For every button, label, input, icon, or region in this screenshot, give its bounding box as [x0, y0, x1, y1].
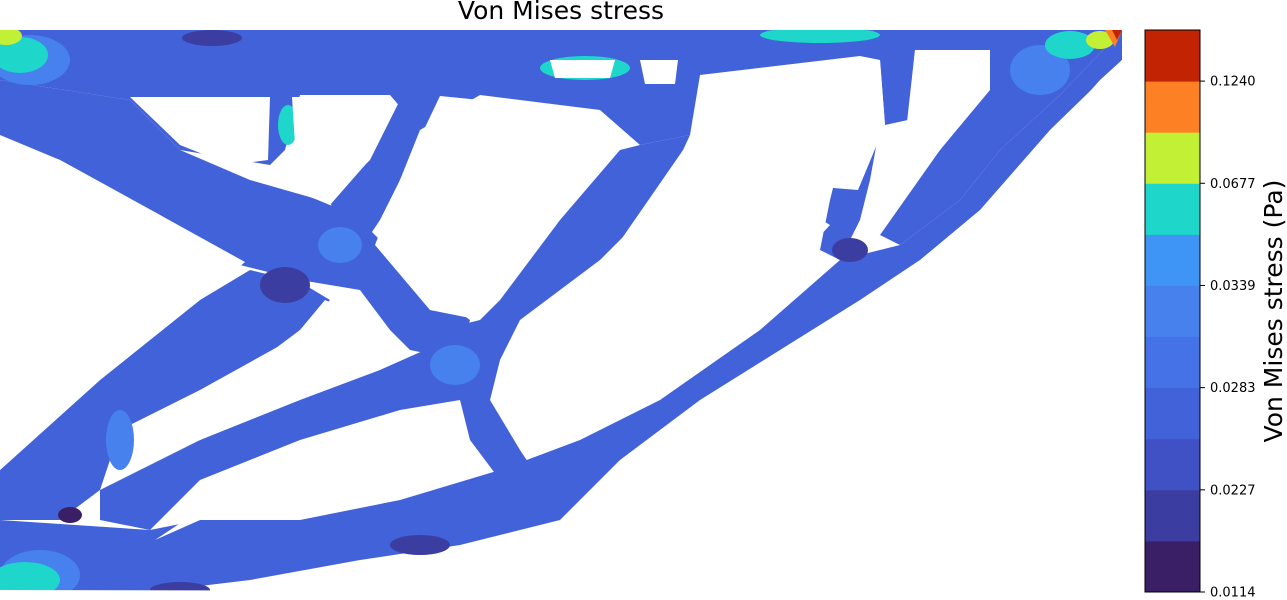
- stress-band-lower-left: [0, 270, 330, 520]
- void-region: [885, 50, 990, 215]
- colorbar-tick-label: 0.0339: [1210, 279, 1256, 294]
- void-region: [292, 97, 390, 205]
- stress-band-lower-chord: [0, 30, 1122, 592]
- peak-stress-patch: [0, 30, 22, 45]
- void-region: [130, 97, 270, 165]
- stress-band-top-chord: [0, 30, 1122, 245]
- colorbar-label: Von Mises stress (Pa): [1259, 180, 1287, 443]
- colorbar-tick-label: 0.1240: [1210, 75, 1256, 90]
- low-stress-patch: [182, 30, 242, 46]
- low-stress-patch: [58, 507, 82, 523]
- colorbar-tick-label: 0.0227: [1210, 483, 1256, 498]
- colorbar-tick-label: 0.0114: [1210, 586, 1256, 600]
- void-region: [640, 60, 678, 84]
- stress-band-center-vertical: [440, 135, 690, 480]
- medium-stress-patch: [106, 410, 134, 470]
- void-region: [0, 590, 1122, 592]
- colorbar-level: [1145, 81, 1200, 133]
- colorbar-ticks: 0.1240 0.0677 0.0339 0.0283 0.0227 0.0114: [1200, 75, 1256, 600]
- stress-band-upper-vertical: [330, 100, 420, 250]
- colorbar-level: [1145, 183, 1200, 235]
- colorbar-level: [1145, 285, 1200, 338]
- void-region: [375, 96, 600, 318]
- void-region: [130, 300, 390, 470]
- void-region: [495, 140, 830, 455]
- colorbar-tick-label: 0.0283: [1210, 381, 1256, 396]
- colorbar-tick-label: 0.0677: [1210, 177, 1256, 192]
- colorbar-level: [1145, 540, 1200, 593]
- high-stress-patch: [0, 37, 48, 73]
- chart-title: Von Mises stress: [457, 0, 665, 25]
- void-region: [155, 405, 470, 540]
- colorbar-level: [1145, 30, 1200, 82]
- colorbar-level: [1145, 387, 1200, 440]
- high-stress-patch: [0, 562, 60, 592]
- void-region: [550, 60, 615, 78]
- void-region: [560, 60, 1122, 592]
- colorbar-level: [1145, 438, 1200, 491]
- colorbar-level: [1145, 132, 1200, 184]
- low-stress-patch: [150, 582, 210, 592]
- medium-stress-patch: [318, 227, 362, 263]
- medium-stress-patch: [1010, 45, 1070, 95]
- peak-stress-patch: [1112, 30, 1122, 40]
- colorbar-frame: [1144, 29, 1201, 593]
- low-stress-patch: [260, 267, 310, 303]
- colorbar-level: [1145, 489, 1200, 542]
- colorbar: [1144, 29, 1201, 593]
- high-stress-patch: [1045, 31, 1095, 59]
- void-region: [0, 135, 245, 470]
- stress-band-middle: [100, 320, 500, 530]
- peak-stress-patch: [1086, 31, 1114, 49]
- low-stress-patch: [832, 238, 868, 262]
- high-stress-patch: [278, 105, 298, 145]
- high-stress-patch: [760, 30, 880, 43]
- medium-stress-patch: [430, 345, 480, 385]
- colorbar-level: [1145, 234, 1200, 286]
- stress-field: [0, 30, 1122, 592]
- colorbar-level: [1145, 336, 1200, 389]
- stress-band-left-diagonal: [0, 80, 470, 360]
- low-stress-patch: [390, 535, 450, 555]
- void-region: [700, 60, 885, 190]
